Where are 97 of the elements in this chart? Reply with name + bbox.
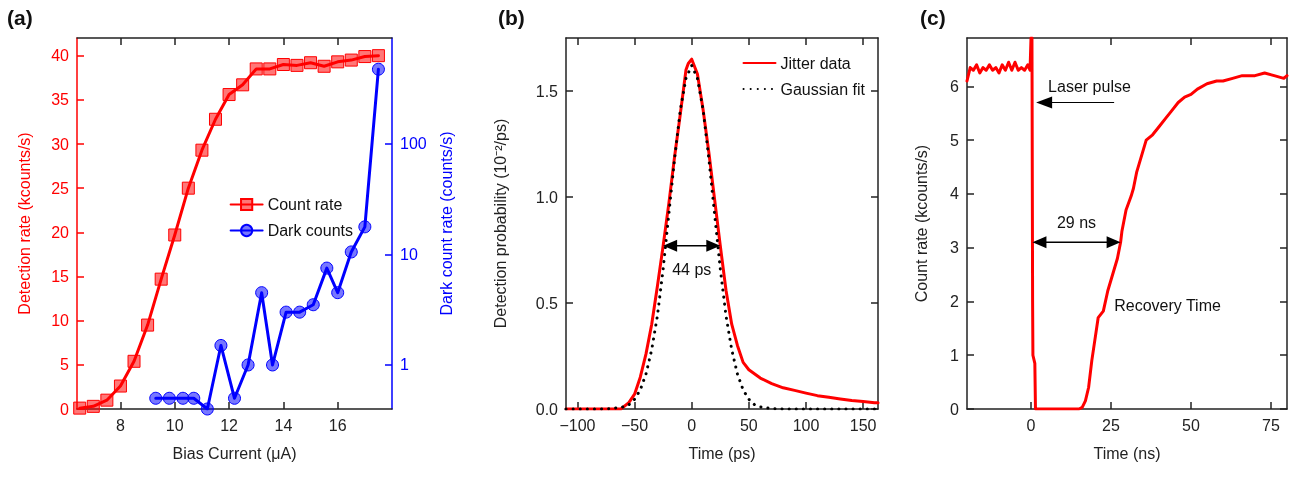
legend-label: Jitter data <box>780 54 851 72</box>
x-tick-label: 12 <box>220 416 239 434</box>
legend-label: Count rate <box>267 196 343 213</box>
y-tick-label: 0.0 <box>535 400 559 418</box>
y2-tick-label: 10 <box>400 245 418 263</box>
y-tick-label: 1.5 <box>535 82 559 100</box>
point <box>86 399 100 413</box>
point <box>228 391 241 405</box>
y-tick-label: 30 <box>51 135 70 153</box>
x-tick-label: 150 <box>849 416 877 434</box>
x-tick-label: 0 <box>1026 416 1036 434</box>
x-tick-label: −100 <box>559 416 596 434</box>
line-series <box>965 36 1289 411</box>
point <box>149 391 163 405</box>
point <box>181 181 195 195</box>
annotation: 44 ps <box>672 261 712 279</box>
point <box>371 49 385 63</box>
y2-axis-title: Dark count rate (counts/s) <box>437 131 455 316</box>
y-tick-label: 3 <box>950 239 960 257</box>
y-tick-label: 40 <box>51 47 70 65</box>
y2-tick-label: 1 <box>400 356 409 374</box>
y-tick-label: 5 <box>60 356 70 374</box>
chart-title: (b) <box>498 6 525 29</box>
point <box>276 58 290 71</box>
annotation: Recovery Time <box>1114 297 1221 315</box>
y-tick-label: 25 <box>51 179 70 197</box>
point <box>371 62 385 76</box>
point <box>214 338 228 352</box>
x-tick-label: 100 <box>792 416 820 434</box>
y-tick-label: 20 <box>51 223 70 241</box>
point <box>263 62 277 76</box>
point <box>195 143 209 157</box>
point <box>358 220 372 234</box>
point <box>255 286 269 300</box>
y-tick-label: 4 <box>950 185 960 203</box>
point <box>100 393 114 407</box>
point <box>331 286 345 300</box>
y-tick-label: 0.5 <box>535 294 559 312</box>
y-axis-title: Detection probability (10⁻²/ps) <box>491 118 509 329</box>
y-tick-label: 35 <box>51 91 70 109</box>
point <box>168 228 182 242</box>
point <box>279 305 293 319</box>
y-axis-title: Count rate (kcounts/s) <box>912 144 930 303</box>
point <box>222 88 236 102</box>
y-tick-label: 1.0 <box>535 188 559 206</box>
point <box>290 58 304 72</box>
legend-label: Dark counts <box>267 222 354 239</box>
point <box>249 62 263 76</box>
x-tick-label: 25 <box>1102 416 1120 434</box>
y-tick-label: 0 <box>950 400 960 418</box>
point <box>236 78 250 92</box>
point <box>306 298 320 312</box>
point <box>162 391 176 405</box>
annotation: Laser pulse <box>1048 78 1131 96</box>
chart-title: (a) <box>7 6 33 29</box>
x-axis-title: Time (ps) <box>688 444 756 462</box>
x-tick-label: 8 <box>116 416 125 434</box>
y-tick-label: 5 <box>950 131 960 149</box>
x-axis-title: Time (ns) <box>1093 444 1161 462</box>
y-tick-label: 10 <box>51 312 70 330</box>
x-tick-label: 10 <box>165 416 184 434</box>
point <box>187 391 201 405</box>
point <box>154 272 168 286</box>
point <box>200 402 214 416</box>
x-tick-label: −50 <box>621 416 649 434</box>
point <box>208 112 222 126</box>
y2-tick-label: 100 <box>400 135 427 153</box>
point <box>266 358 280 372</box>
y-tick-label: 0 <box>60 400 70 418</box>
x-tick-label: 14 <box>274 416 293 434</box>
y-axis-title: Detection rate (kcounts/s) <box>15 132 33 315</box>
point <box>331 55 345 69</box>
point <box>241 358 255 372</box>
annotation: 29 ns <box>1056 213 1097 231</box>
point <box>304 56 318 70</box>
y-tick-label: 15 <box>51 268 70 285</box>
y-tick-label: 2 <box>950 292 960 310</box>
point <box>344 245 358 259</box>
y-tick-label: 6 <box>950 77 960 95</box>
point <box>113 379 127 393</box>
point <box>320 261 334 275</box>
point <box>317 59 331 73</box>
y-tick-label: 1 <box>950 346 960 364</box>
chart-title: (c) <box>920 6 946 29</box>
legend-label: Gaussian fit <box>780 80 866 98</box>
x-tick-label: 0 <box>687 416 697 434</box>
point <box>344 53 358 67</box>
x-tick-label: 16 <box>328 416 347 434</box>
x-tick-label: 75 <box>1262 416 1280 434</box>
point <box>293 305 307 319</box>
x-tick-label: 50 <box>739 416 758 434</box>
point <box>127 354 141 368</box>
point <box>176 391 190 405</box>
x-tick-label: 50 <box>1182 416 1200 434</box>
point <box>358 50 372 64</box>
x-axis-title: Bias Current (μA) <box>172 444 297 462</box>
point <box>141 318 155 332</box>
